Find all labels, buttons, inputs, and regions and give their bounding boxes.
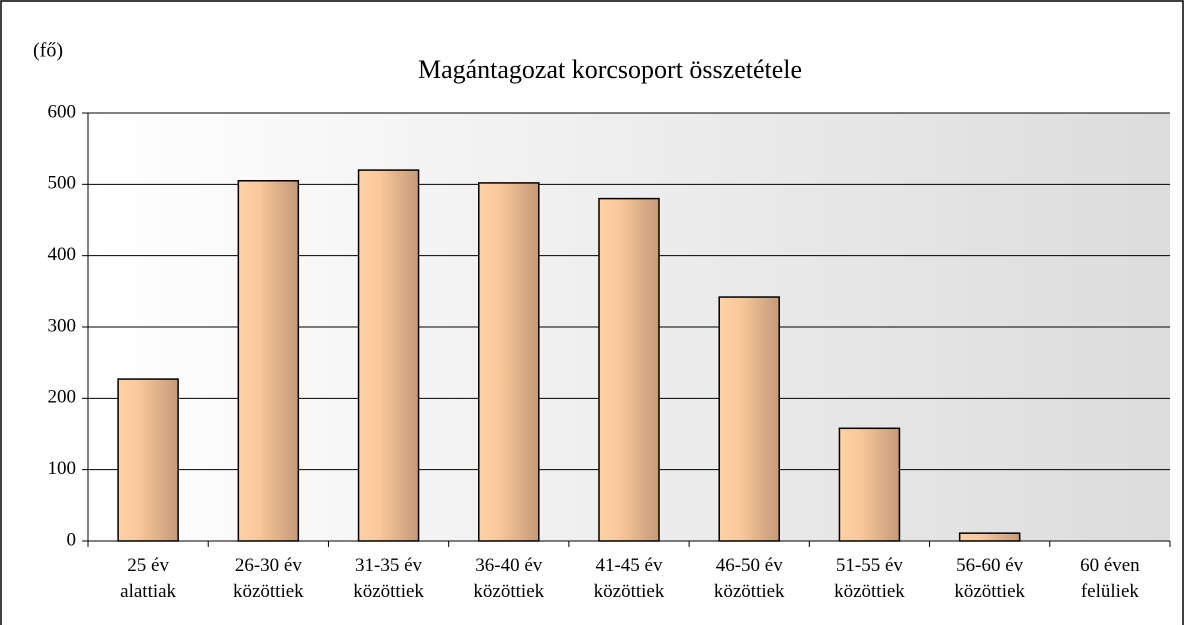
y-tick-label: 600 — [48, 101, 77, 122]
bar — [478, 182, 540, 542]
bar — [718, 296, 780, 542]
y-tick-label: 200 — [48, 387, 77, 408]
chart-title: Magántagozat korcsoport összetétele — [418, 55, 802, 84]
bar — [117, 378, 179, 542]
x-tick-label: 25 év alattiak — [120, 555, 176, 602]
bar — [598, 197, 660, 542]
x-tick-label: 60 éven felüliek — [1080, 555, 1140, 602]
y-tick-label: 400 — [48, 244, 77, 265]
y-tick-label: 500 — [48, 173, 77, 194]
x-tick-label: 26-30 év közöttiek — [233, 555, 304, 602]
y-tick-label: 100 — [48, 458, 77, 479]
x-tick-label: 31-35 év közöttiek — [353, 555, 424, 602]
x-tick-label: 56-60 év közöttiek — [954, 555, 1025, 602]
x-tick-label: 51-55 év közöttiek — [834, 555, 905, 602]
bar — [357, 169, 420, 542]
x-tick-label: 41-45 év közöttiek — [594, 555, 665, 602]
x-tick-label: 46-50 év közöttiek — [714, 555, 785, 602]
bar — [958, 532, 1021, 542]
x-tick-label: 36-40 év közöttiek — [473, 555, 544, 602]
y-tick-label: 300 — [48, 315, 77, 336]
y-axis-label: (fő) — [33, 40, 63, 62]
bar — [237, 180, 300, 542]
bar — [838, 427, 901, 542]
y-tick-label: 0 — [67, 529, 77, 550]
